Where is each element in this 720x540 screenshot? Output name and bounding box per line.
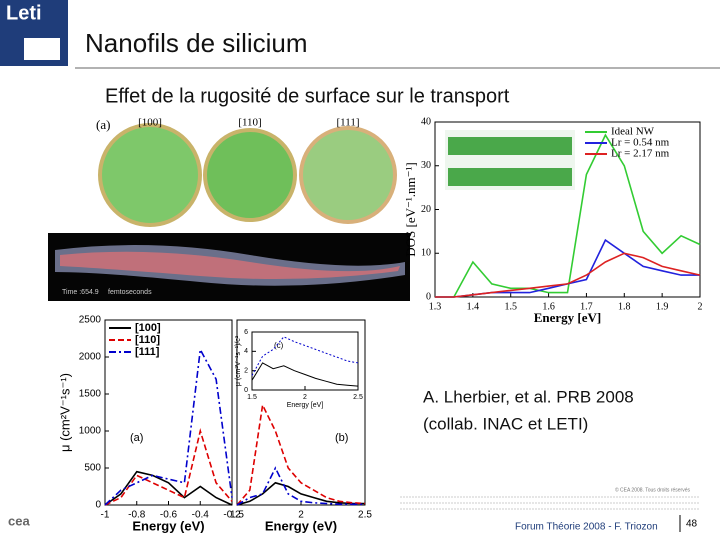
crystal [299, 126, 397, 224]
series-line [104, 427, 233, 506]
plot-frame [104, 319, 233, 506]
annotation: (c) [274, 341, 284, 350]
legend-label: [111] [135, 346, 160, 358]
y-tick-label: 0 [244, 387, 248, 394]
legend-label: [100] [135, 322, 161, 334]
x-tick-label: 2 [698, 301, 703, 312]
time-label: Time :654.9 [62, 289, 99, 296]
x-axis-label: Energy (eV) [132, 518, 204, 533]
y-tick-label: 30 [421, 160, 431, 171]
series-line [236, 481, 365, 506]
x-axis-label: Energy [eV] [534, 310, 602, 325]
series-line [104, 470, 233, 506]
copyright: © CEA 2008. Tous droits réservés [615, 486, 691, 493]
title: Nanofils de silicium [85, 28, 308, 58]
inset-wire [448, 168, 572, 186]
y-tick-label: 1500 [79, 389, 102, 400]
x-tick-label: 1.5 [230, 510, 244, 521]
legend-label: Lr = 0.54 nm [611, 137, 670, 149]
x-tick-label: 2.5 [353, 394, 363, 401]
x-tick-label: -0.4 [192, 510, 210, 521]
series-line [236, 466, 365, 506]
footer-logo: cea [8, 513, 30, 528]
series-line [236, 402, 366, 506]
simulation-image: Time :654.9 femtoseconds [48, 233, 410, 301]
legend-label: Lr = 2.17 nm [611, 148, 670, 160]
series-line [251, 362, 359, 387]
x-axis-label: Energy [eV] [287, 402, 324, 409]
series-line [104, 346, 233, 506]
x-tick-label: 1.6 [542, 301, 555, 312]
x-tick-label: 1.7 [580, 301, 593, 312]
y-tick-label: 40 [421, 116, 431, 127]
y-axis-label: μ (cm²V⁻¹s⁻¹)/c² [235, 335, 242, 386]
citation: (collab. INAC et LETI) [423, 414, 588, 433]
x-tick-label: 1.3 [429, 301, 442, 312]
x-tick-label: 1.8 [618, 301, 631, 312]
plot-frame [251, 331, 359, 391]
x-tick-label: 2 [303, 394, 307, 401]
page-number: 48 [686, 519, 698, 530]
y-tick-label: 2500 [79, 315, 102, 326]
y-tick-label: 1000 [79, 426, 102, 437]
crystal [203, 128, 297, 222]
time-unit: femtoseconds [108, 289, 152, 296]
legend-label: [110] [135, 334, 160, 346]
y-axis-label: DOS [eV⁻¹.nm⁻¹] [403, 162, 418, 256]
x-tick-label: 2 [298, 510, 304, 521]
series-line [435, 252, 701, 298]
annotation: (a) [130, 432, 143, 444]
crystal-label: [110] [238, 117, 261, 129]
y-tick-label: 500 [84, 463, 101, 474]
y-tick-label: 0 [426, 291, 431, 302]
logo-badge [24, 38, 60, 60]
x-tick-label: -0.2 [223, 510, 241, 521]
inset-wire [448, 137, 572, 155]
legend-label: Ideal NW [611, 126, 655, 138]
y-axis-label: μ (cm²V⁻¹s⁻¹) [57, 373, 72, 452]
x-tick-label: 2.5 [358, 510, 372, 521]
crystal-figure: (a) [100] [110] [111] [96, 117, 397, 227]
x-tick-label: -0.8 [128, 510, 146, 521]
x-tick-label: -0.6 [160, 510, 178, 521]
nanowire-core [60, 251, 400, 280]
y-tick-label: 4 [244, 348, 248, 355]
crystal-label: [111] [336, 117, 359, 129]
x-tick-label: 1.9 [656, 301, 669, 312]
x-tick-label: 1.5 [504, 301, 517, 312]
x-tick-label: 1.4 [467, 301, 480, 312]
y-tick-label: 2 [244, 368, 248, 375]
y-tick-label: 0 [95, 500, 101, 511]
y-tick-label: 10 [421, 248, 431, 259]
annotation: (b) [335, 432, 348, 444]
y-tick-label: 6 [244, 329, 248, 336]
y-tick-label: 2000 [79, 352, 102, 363]
footer-event: Forum Théorie 2008 - F. Triozon [515, 522, 658, 533]
y-tick-label: 20 [421, 204, 431, 215]
x-axis-label: Energy (eV) [265, 518, 337, 533]
crystal [98, 123, 202, 227]
subtitle: Effet de la rugosité de surface sur le t… [105, 85, 510, 107]
x-tick-label: -1 [101, 510, 110, 521]
logo-text: Leti [6, 2, 42, 24]
citation: A. Lherbier, et al. PRB 2008 [423, 387, 634, 406]
crystal-label: [100] [138, 117, 162, 129]
x-tick-label: 1.5 [247, 394, 257, 401]
panel-label: (a) [96, 117, 110, 132]
series-line [435, 133, 701, 298]
